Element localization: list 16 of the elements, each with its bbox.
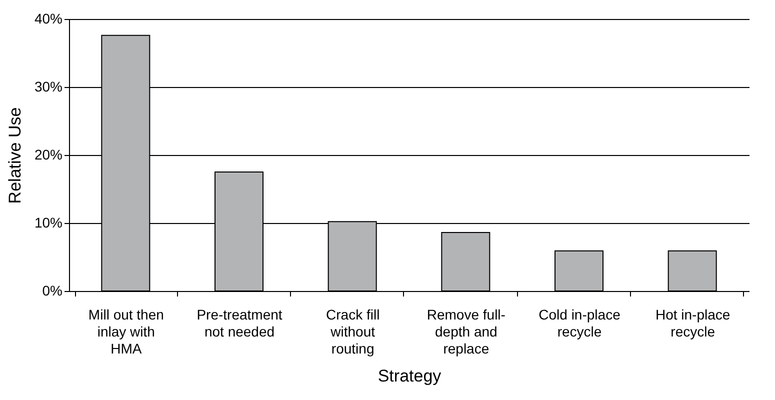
x-tick-label: Crack fill without routing [326, 306, 380, 356]
bar [554, 250, 604, 292]
x-tick-label: Hot in-place recycle [655, 306, 730, 340]
bar [668, 250, 717, 292]
x-tick-label: Mill out then inlay with HMA [88, 306, 164, 356]
y-tick-label: 20% [34, 146, 62, 162]
y-tick-label: 10% [34, 214, 62, 230]
x-axis-title: Strategy [378, 366, 442, 386]
y-tick-label: 30% [34, 78, 62, 94]
y-tick-label: 40% [34, 10, 62, 26]
x-tick-label: Pre-treatment not needed [196, 306, 282, 340]
x-tick-label: Cold in-place recycle [538, 306, 621, 340]
bar [441, 232, 490, 292]
x-tick-label: Remove full- depth and replace [426, 306, 506, 356]
y-tick-label: 0% [42, 282, 62, 298]
y-axis-title: Relative Use [5, 107, 24, 204]
